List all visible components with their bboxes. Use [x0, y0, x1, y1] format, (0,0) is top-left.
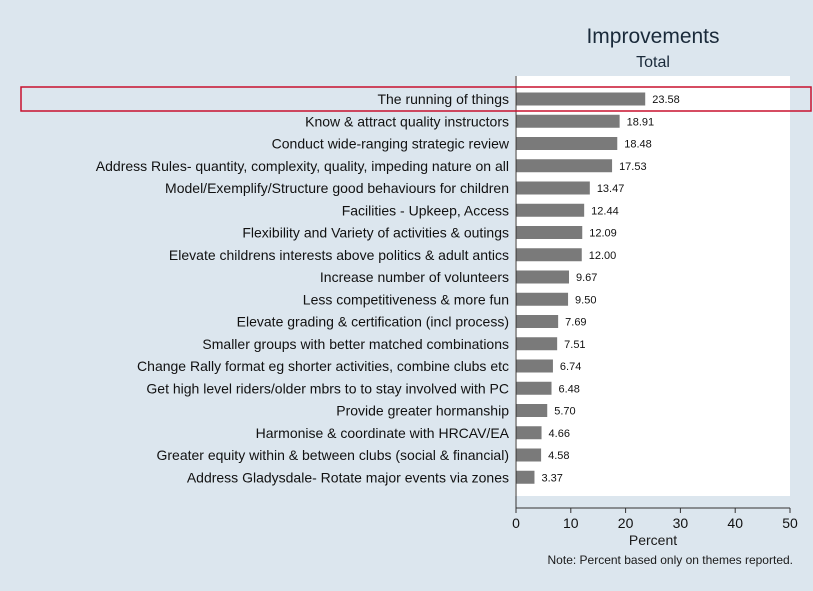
bar [516, 359, 553, 373]
category-label: Elevate childrens interests above politi… [169, 247, 509, 263]
bar-value-label: 3.37 [541, 472, 562, 484]
category-label: Provide greater hormanship [336, 403, 509, 419]
bar [516, 315, 559, 328]
category-label: Harmonise & coordinate with HRCAV/EA [256, 425, 510, 441]
bar-value-label: 5.70 [554, 406, 575, 418]
highlight-box [20, 86, 812, 112]
bar [516, 114, 620, 128]
bar [516, 337, 558, 351]
bar [516, 137, 618, 150]
bar [516, 292, 569, 306]
category-label: Increase number of volunteers [320, 269, 509, 285]
bar-value-label: 4.66 [549, 428, 570, 440]
bar [516, 159, 613, 173]
bar [516, 426, 542, 440]
category-label: Greater equity within & between clubs (s… [156, 447, 509, 463]
category-label: Less competitiveness & more fun [303, 291, 509, 307]
x-tick-label: 10 [563, 515, 579, 531]
bars-group: The running of things 23.58 Know & attract… [96, 91, 680, 485]
bar-value-label: 9.50 [575, 294, 596, 306]
bar-value-label: 13.47 [597, 183, 625, 195]
x-tick-label: 20 [618, 515, 634, 531]
x-axis-ticks: 0 10 20 30 40 50 [512, 508, 798, 531]
category-label: Change Rally format eg shorter activitie… [137, 358, 509, 374]
bar [516, 404, 548, 417]
category-label: Flexibility and Variety of activities & … [242, 225, 509, 241]
category-label: Model/Exemplify/Structure good behaviour… [165, 180, 509, 196]
bar [516, 381, 552, 395]
x-tick-label: 40 [727, 515, 743, 531]
bar-value-label: 18.91 [627, 116, 655, 128]
category-label: Smaller groups with better matched combi… [202, 336, 509, 352]
category-label: The running of things [377, 91, 509, 107]
bar [516, 226, 583, 239]
bar [516, 92, 646, 106]
chart-title: Improvements [586, 25, 719, 48]
bar [516, 248, 582, 262]
x-tick-label: 30 [673, 515, 689, 531]
bar-value-label: 12.44 [591, 205, 619, 217]
bar-value-label: 9.67 [576, 272, 597, 284]
x-tick-label: 0 [512, 515, 520, 531]
bar [516, 203, 585, 217]
bar-value-label: 6.48 [559, 383, 580, 395]
x-axis-label: Percent [629, 532, 677, 548]
category-label: Conduct wide-ranging strategic review [272, 136, 510, 152]
bar-value-label: 6.74 [560, 361, 581, 373]
category-label: Facilities - Upkeep, Access [342, 202, 509, 218]
category-label: Get high level riders/older mbrs to to s… [146, 380, 509, 396]
bar-value-label: 18.48 [624, 139, 652, 151]
bar [516, 181, 590, 195]
chart-subtitle: Total [636, 54, 670, 71]
bar-value-label: 4.58 [548, 450, 569, 462]
bar-value-label: 23.58 [652, 94, 680, 106]
category-label: Elevate grading & certification (incl pr… [237, 314, 509, 330]
category-label: Address Rules- quantity, complexity, qua… [96, 158, 509, 174]
bar [516, 470, 535, 484]
bar [516, 270, 569, 284]
category-label: Address Gladysdale- Rotate major events … [187, 469, 509, 485]
bar-value-label: 7.69 [565, 317, 586, 329]
bar-value-label: 7.51 [564, 339, 585, 351]
bar [516, 448, 542, 462]
category-label: Know & attract quality instructors [305, 113, 509, 129]
chart-note: Note: Percent based only on themes repor… [548, 553, 793, 567]
bar-value-label: 12.09 [589, 228, 617, 240]
bar-value-label: 17.53 [619, 161, 647, 173]
bar-value-label: 12.00 [589, 250, 617, 262]
x-tick-label: 50 [782, 515, 798, 531]
